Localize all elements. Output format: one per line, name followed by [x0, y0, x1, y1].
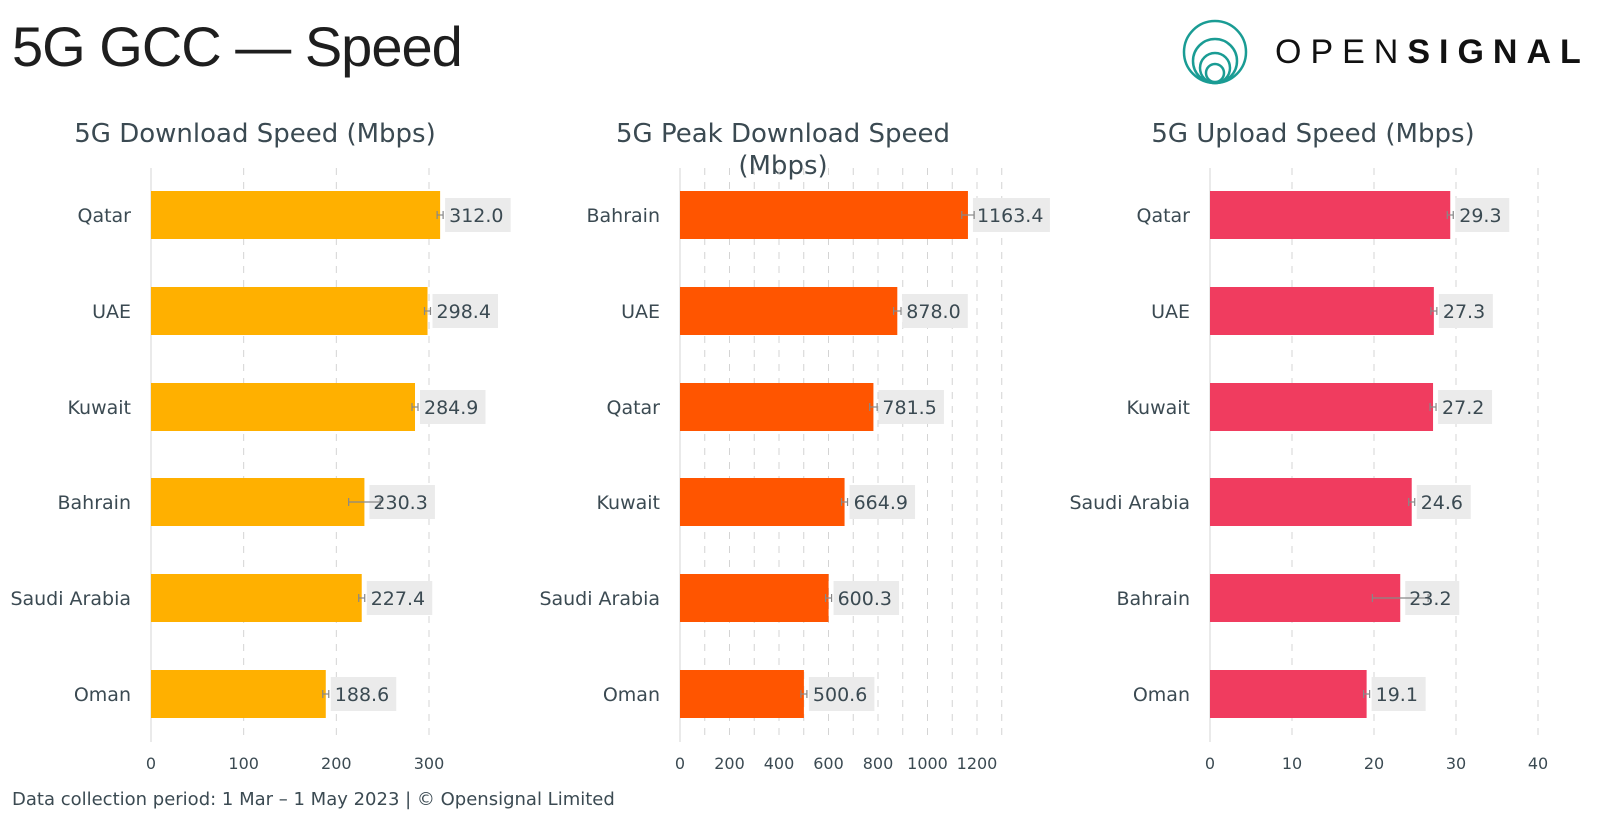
footer-note: Data collection period: 1 Mar – 1 May 20…	[12, 789, 615, 810]
value-label: 284.9	[424, 397, 478, 419]
x-tick-label: 200	[714, 754, 745, 773]
category-label: UAE	[621, 301, 660, 323]
category-label: Kuwait	[68, 397, 131, 419]
value-label-bg	[808, 677, 875, 711]
value-label: 1163.4	[977, 205, 1043, 227]
bar	[680, 670, 804, 718]
value-label-bg	[432, 294, 499, 328]
x-tick-label: 100	[228, 754, 259, 773]
logo-wordmark: OPENSIGNAL	[1275, 33, 1590, 72]
bar	[151, 383, 416, 431]
value-label: 29.3	[1459, 205, 1501, 227]
value-label: 188.6	[335, 684, 389, 706]
value-label: 230.3	[373, 492, 427, 514]
bar	[1210, 574, 1401, 622]
value-label: 298.4	[437, 301, 491, 323]
category-label: Saudi Arabia	[1069, 492, 1190, 514]
bar	[680, 287, 898, 335]
value-label: 312.0	[449, 205, 503, 227]
category-label: Saudi Arabia	[10, 588, 131, 610]
value-label: 24.6	[1421, 492, 1463, 514]
logo-text-light: OPEN	[1275, 33, 1408, 71]
bar	[1210, 478, 1412, 526]
bar	[151, 574, 362, 622]
value-label: 19.1	[1376, 684, 1418, 706]
x-tick-label: 30	[1446, 754, 1466, 773]
x-tick-label: 20	[1364, 754, 1384, 773]
x-tick-label: 800	[863, 754, 894, 773]
category-label: Bahrain	[58, 492, 132, 514]
category-label: Kuwait	[597, 492, 660, 514]
value-label-bg	[445, 198, 511, 232]
x-tick-label: 0	[675, 754, 685, 773]
chart-title: 5G Upload Speed (Mbps)	[1151, 119, 1474, 149]
value-label-bg	[972, 198, 1050, 232]
value-label-bg	[1371, 677, 1426, 711]
x-tick-label: 0	[1205, 754, 1215, 773]
page-title: 5G GCC — Speed	[12, 15, 463, 78]
value-label-bg	[833, 581, 900, 615]
value-label-bg	[1438, 390, 1493, 424]
bar	[151, 478, 365, 526]
value-label-bg	[1438, 294, 1493, 328]
category-label: Kuwait	[1127, 397, 1190, 419]
value-label: 227.4	[371, 588, 425, 610]
bar	[1210, 383, 1434, 431]
bar	[151, 191, 441, 239]
value-label-bg	[902, 294, 968, 328]
value-label: 500.6	[813, 684, 867, 706]
value-label-bg	[878, 390, 944, 424]
opensignal-logo: OPENSIGNAL	[1180, 16, 1590, 88]
bar	[680, 574, 829, 622]
value-label: 23.2	[1409, 588, 1451, 610]
category-label: UAE	[1151, 301, 1190, 323]
category-label: Oman	[74, 684, 131, 706]
logo-text-bold: SIGNAL	[1407, 33, 1590, 71]
bar	[680, 383, 874, 431]
value-label-bg	[330, 677, 397, 711]
bar	[680, 191, 968, 239]
x-tick-label: 1200	[957, 754, 998, 773]
category-label: Bahrain	[587, 205, 661, 227]
value-label: 27.2	[1442, 397, 1484, 419]
x-tick-label: 0	[146, 754, 156, 773]
value-label-bg	[366, 581, 433, 615]
chart-title: 5G Peak Download Speed	[616, 119, 950, 149]
x-tick-label: 200	[321, 754, 352, 773]
bar	[151, 287, 428, 335]
category-label: Qatar	[606, 397, 660, 419]
x-tick-label: 40	[1528, 754, 1548, 773]
value-label: 27.3	[1443, 301, 1485, 323]
value-label: 781.5	[882, 397, 936, 419]
category-label: Bahrain	[1117, 588, 1191, 610]
value-label-bg	[1416, 485, 1471, 519]
category-label: Oman	[1133, 684, 1190, 706]
category-label: Oman	[603, 684, 660, 706]
value-label: 664.9	[854, 492, 908, 514]
bar	[680, 478, 845, 526]
bar	[1210, 670, 1367, 718]
x-tick-label: 600	[813, 754, 844, 773]
category-label: Saudi Arabia	[539, 588, 660, 610]
category-label: UAE	[92, 301, 131, 323]
chart-title: 5G Download Speed (Mbps)	[74, 119, 436, 149]
x-tick-label: 10	[1282, 754, 1302, 773]
bar	[1210, 287, 1434, 335]
value-label: 878.0	[906, 301, 960, 323]
value-label-bg	[1455, 198, 1510, 232]
value-label: 600.3	[838, 588, 892, 610]
value-label-bg	[849, 485, 916, 519]
bar	[151, 670, 326, 718]
x-tick-label: 1000	[907, 754, 948, 773]
category-label: Qatar	[77, 205, 131, 227]
value-label-bg	[420, 390, 486, 424]
opensignal-circles-icon	[1182, 19, 1248, 85]
x-tick-label: 400	[764, 754, 795, 773]
bar	[1210, 191, 1451, 239]
x-tick-label: 300	[414, 754, 445, 773]
chart-title: (Mbps)	[738, 151, 827, 181]
category-label: Qatar	[1136, 205, 1190, 227]
